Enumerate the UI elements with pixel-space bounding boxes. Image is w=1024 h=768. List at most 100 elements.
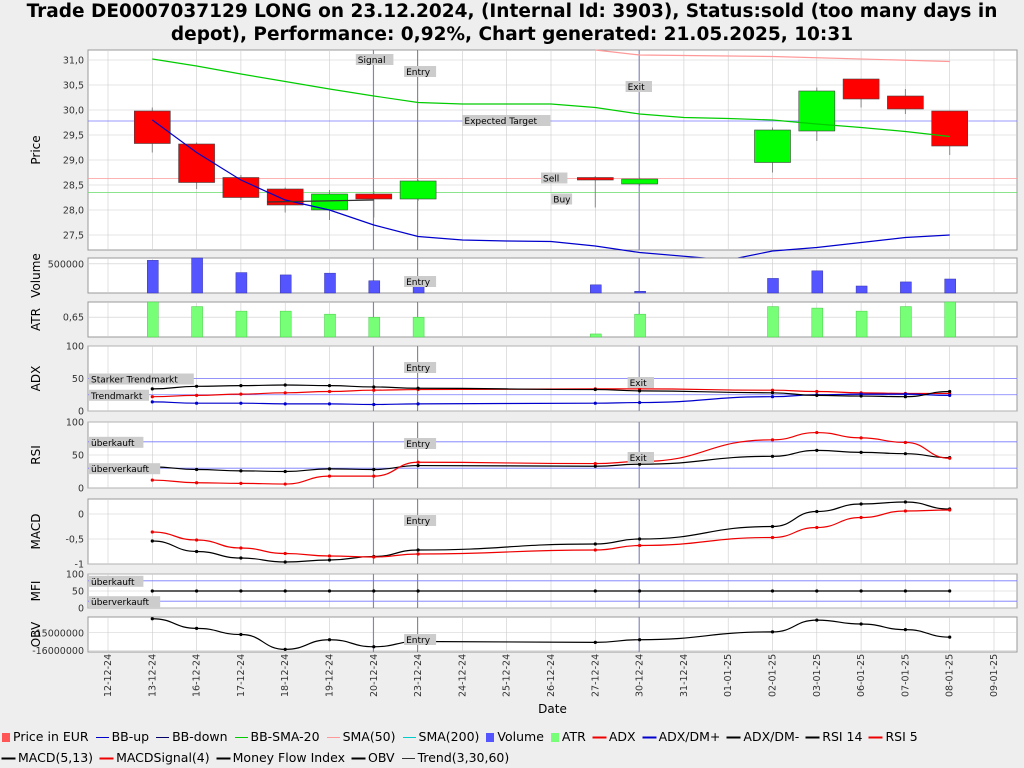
adx-series-line [152, 393, 950, 406]
atr-bar [855, 310, 868, 338]
volume-tick-label: 500000 [48, 259, 84, 270]
rsi-series-point [195, 467, 199, 472]
legend-item: RSI 5 [869, 726, 918, 747]
atr-bar [634, 313, 646, 338]
adx-series-point [815, 389, 819, 394]
mfi-series-point [593, 589, 597, 593]
obv-series-point [283, 647, 287, 651]
rsi-tick-label: 100 [66, 418, 84, 429]
adx-tick-label: 100 [66, 342, 84, 353]
mfi-series-point [859, 589, 863, 593]
macd-tick-label: 0 [78, 510, 84, 521]
rsi-series-point [283, 469, 287, 474]
adx-tick-label: 50 [72, 374, 84, 385]
macd-series-point [150, 530, 154, 534]
legend-item: ADX [592, 726, 636, 747]
legend-swatch [727, 737, 741, 738]
legend-item: ATR [550, 726, 586, 747]
x-tick-label: 19-12-24 [325, 654, 336, 697]
chart-legend: Price in EUR BB-up BB-down BB-SMA-20 SMA(50)… [2, 726, 1022, 768]
obv-series-point [195, 626, 199, 630]
macd-tick-label: -0,5 [65, 535, 84, 546]
legend-label: SMA(50) [342, 729, 396, 744]
atr-bar [324, 313, 336, 338]
rsi-series-point [150, 478, 154, 482]
atr-bar [811, 307, 824, 338]
legend-item: BB-SMA-20 [234, 726, 320, 747]
candle-down [931, 110, 969, 147]
volume-bar [855, 285, 868, 294]
adx-series-point [239, 401, 243, 405]
atr-bar [147, 301, 159, 338]
legend-label: Trend(3,30,60) [417, 750, 510, 765]
adx-series-point [593, 401, 597, 405]
volume-bar [147, 260, 159, 294]
mfi-series-point [948, 589, 952, 593]
volume-entry-label-bg [404, 276, 437, 287]
macd-series-point [638, 543, 642, 548]
bb-down-line [151, 119, 950, 261]
mfi-tick-label: 50 [72, 587, 84, 598]
macd-series-point [859, 502, 863, 506]
adx-series-point [150, 395, 154, 399]
rsi-series-point [416, 460, 420, 464]
atr-bar [368, 316, 381, 338]
mfi-hline-label-bg [89, 596, 161, 608]
rsi-series-point [638, 462, 642, 466]
x-tick-label: 30-12-24 [635, 654, 646, 697]
adx-series-point [283, 383, 287, 387]
rsi-series-point [859, 436, 863, 440]
obv-series-point [770, 630, 775, 634]
legend-label: Money Flow Index [232, 750, 345, 765]
x-tick-label: 13-12-24 [147, 654, 158, 697]
macd-series-point [416, 548, 420, 552]
atr-tick-label: 0,65 [63, 313, 84, 324]
atr-bar [235, 310, 248, 338]
macd-series-point [948, 508, 952, 512]
rsi-series-point [770, 454, 775, 458]
volume-bar [235, 272, 248, 294]
legend-label: ADX [608, 729, 636, 744]
legend-swatch [642, 737, 656, 738]
trend-line [267, 199, 374, 203]
legend-swatch [486, 733, 495, 742]
x-tick-label: 16-12-24 [192, 654, 203, 697]
adx-series-point [815, 393, 819, 397]
volume-bar [324, 272, 336, 294]
legend-label: OBV [367, 750, 395, 765]
rsi-series-point [283, 482, 287, 486]
rsi-series-line [152, 431, 950, 485]
legend-item: Trend(3,30,60) [401, 747, 510, 768]
legend-label: ADX/DM+ [658, 729, 721, 744]
adx-series-point [327, 389, 332, 394]
macd-series-point [593, 542, 597, 546]
adx-series-point [150, 400, 154, 404]
adx-series-point [593, 387, 597, 392]
rsi-series-point [195, 481, 199, 485]
mfi-series-point [638, 589, 642, 593]
macd-axis-label: MACD [29, 514, 43, 550]
legend-swatch [401, 758, 415, 759]
adx-series-point [770, 395, 775, 399]
mfi-series-point [195, 589, 199, 593]
macd-series-point [327, 558, 332, 562]
legend-swatch [326, 737, 340, 738]
volume-bar [634, 291, 646, 294]
legend-item: SMA(50) [326, 726, 396, 747]
candle-down [842, 78, 880, 100]
atr-axis-label: ATR [29, 308, 43, 331]
rsi-series-point [593, 461, 597, 466]
adx-series-point [638, 389, 642, 393]
obv-series-point [815, 618, 819, 622]
adx-series-point [195, 401, 199, 405]
x-tick-label: 17-12-24 [236, 654, 247, 697]
adx-series-point [283, 391, 287, 395]
obv-series-point [150, 617, 154, 621]
macd-series-point [770, 524, 775, 529]
volume-entry-label: Entry [406, 278, 431, 288]
obv-series-point [239, 632, 243, 637]
adx-exit-label: Exit [630, 379, 648, 389]
macd-series-point [815, 509, 819, 514]
price-tick-label: 27,5 [63, 231, 84, 242]
legend-swatch [550, 733, 559, 742]
